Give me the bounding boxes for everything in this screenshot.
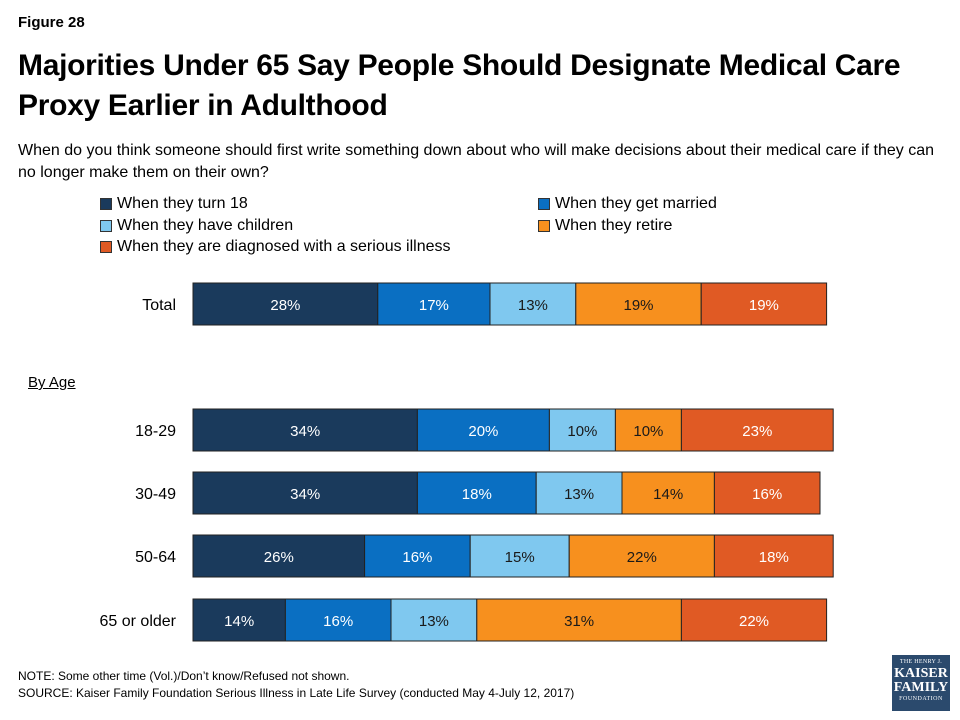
logo-line: THE HENRY J. [899,659,943,665]
data-label: 18% [759,549,789,566]
bar-segment [192,282,379,326]
bar-segment [680,598,828,642]
data-label: 10% [567,423,597,440]
data-label: 34% [290,423,320,440]
data-label: 28% [270,297,300,314]
bar-segment [621,471,715,515]
data-label: 22% [627,549,657,566]
bar-segment [489,282,577,326]
data-label: 19% [749,297,779,314]
data-label: 15% [505,549,535,566]
legend-item-get-married: When they get married [538,194,717,214]
category-label: 18-29 [135,423,176,440]
bar-segment [700,282,828,326]
legend-item-have-children: When they have children [100,216,293,236]
bar-segment [469,534,570,578]
data-label: 34% [290,486,320,503]
legend-label: When they retire [555,217,673,234]
legend-item-turn-18: When they turn 18 [100,194,248,214]
logo-line: KAISER [894,666,948,681]
bar-segment [390,598,478,642]
data-label: 16% [402,549,432,566]
note-text: NOTE: Some other time (Vol.)/Don’t know/… [18,669,350,683]
bar-segment [476,598,682,642]
bar-segment [192,471,418,515]
bar-segment [713,471,821,515]
data-label: 17% [419,297,449,314]
legend-item-serious-illness: When they are diagnosed with a serious i… [100,237,451,257]
legend-label: When they turn 18 [117,195,248,212]
legend-label: When they get married [555,195,717,212]
data-label: 16% [752,486,782,503]
bar-segment [614,408,682,452]
source-text: SOURCE: Kaiser Family Foundation Serious… [18,686,575,700]
data-label: 22% [739,613,769,630]
chart-subtitle: When do you think someone should first w… [18,142,935,181]
data-label: 19% [623,297,653,314]
bar-segment [713,534,834,578]
bar-segment [364,534,471,578]
bar-segment [535,471,623,515]
bar-segment [192,598,286,642]
logo-line: FAMILY [893,680,949,695]
chart-title: Majorities Under 65 Say People Should De… [18,49,901,122]
section-label-by-age: By Age [28,374,76,391]
bar-segment [548,408,616,452]
data-label: 31% [564,613,594,630]
bar-segment [680,408,834,452]
data-label: 26% [264,549,294,566]
bar-segment [192,408,418,452]
bar-segment [568,534,715,578]
data-label: 14% [653,486,683,503]
legend-label: When they have children [117,217,294,234]
footnotes: NOTE: Some other time (Vol.)/Don’t know/… [18,668,574,702]
data-label: 13% [419,613,449,630]
legend-swatch [100,220,112,232]
kff-logo: THE HENRY J. KAISER FAMILY FOUNDATION [892,655,950,711]
data-label: 10% [633,423,663,440]
bar-segment [284,598,392,642]
data-label: 14% [224,613,254,630]
data-label: 20% [468,423,498,440]
data-label: 16% [323,613,353,630]
legend-swatch [538,198,550,210]
category-label: Total [142,297,176,314]
category-label: 50-64 [135,549,176,566]
bar-segment [575,282,702,326]
figure-label: Figure 28 [18,14,85,31]
legend-swatch [100,198,112,210]
legend-swatch [538,220,550,232]
legend-item-retire: When they retire [538,216,672,236]
legend-swatch [100,241,112,253]
data-label: 13% [518,297,548,314]
legend-label: When they are diagnosed with a serious i… [117,238,451,255]
data-label: 23% [742,423,772,440]
data-label: 13% [564,486,594,503]
bar-segment [377,282,491,326]
logo-line: FOUNDATION [899,696,943,702]
category-label: 30-49 [135,486,176,503]
category-label: 65 or older [100,613,177,630]
data-label: 18% [462,486,492,503]
bar-segment [416,471,537,515]
bar-segment [416,408,550,452]
